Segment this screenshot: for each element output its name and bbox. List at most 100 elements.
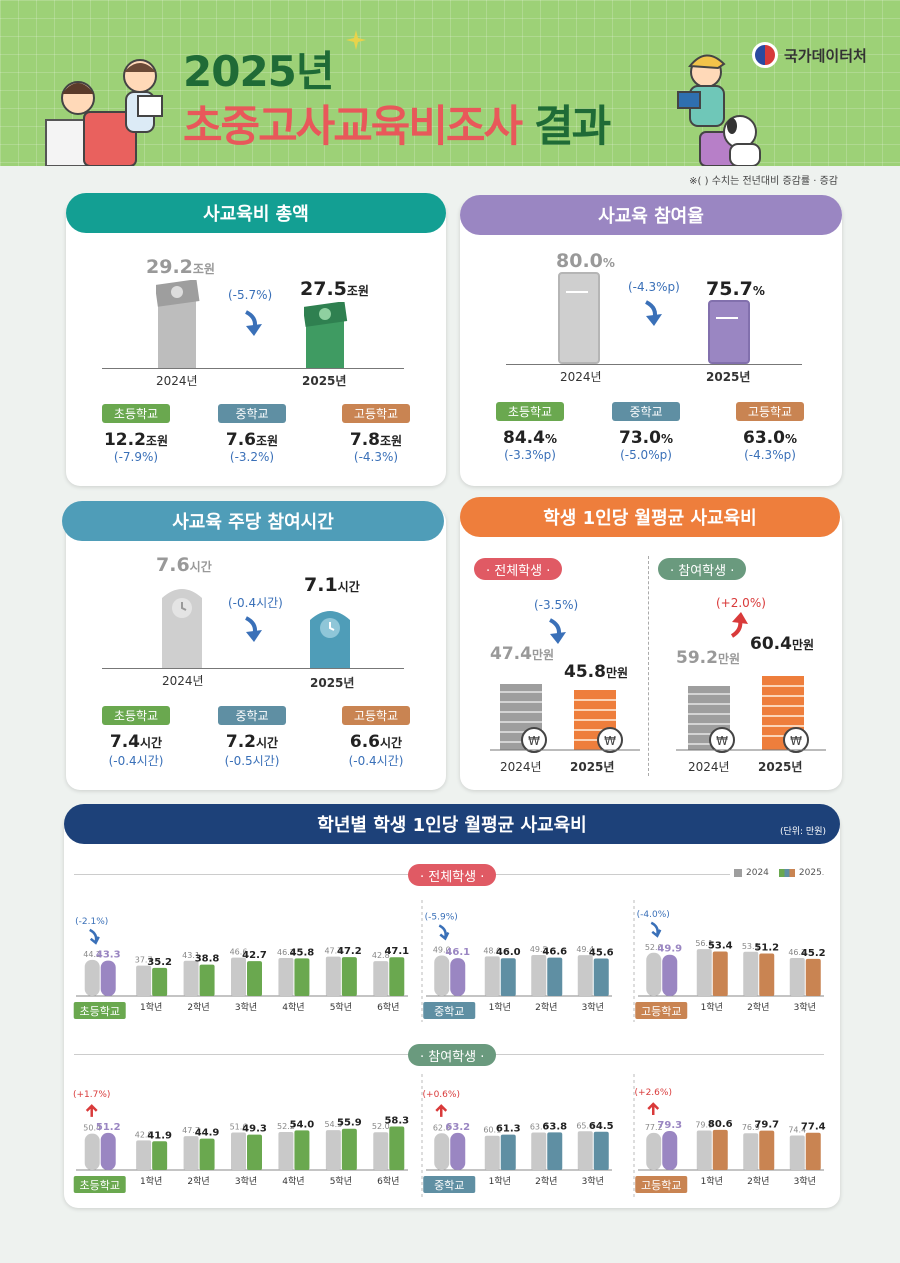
bar-label-5-3-2024: 74.4 <box>788 1125 806 1134</box>
hours-2024-number: 7.6 <box>156 554 190 576</box>
bar-label-1-3-2025: 45.6 <box>589 948 614 959</box>
total-x-2024: 2024년 <box>156 374 198 388</box>
bar-3-6-2025 <box>389 1126 405 1170</box>
bar-label-0-2-2025: 38.8 <box>195 954 220 965</box>
legend-2024-text: 2024 <box>746 868 769 878</box>
grade-unit-note: (단위: 만원) <box>779 827 826 837</box>
title-main-text: 초중고사교육비조사 <box>183 102 523 152</box>
bar-label-1-2-2024: 49.5 <box>530 945 548 954</box>
school-badge-4 <box>423 1176 476 1193</box>
bar-5-3-2024 <box>789 1135 805 1170</box>
bar-label-5-1-2024: 79.9 <box>695 1120 713 1129</box>
monthly-part-2025-unit: 만원 <box>791 638 815 652</box>
monthly-all-2025-unit: 만원 <box>605 666 629 680</box>
total-school-label-2: 고등학교 <box>342 404 410 423</box>
bar-label-1-3-2024: 49.4 <box>576 945 594 954</box>
bar-0-6-2025 <box>389 957 405 996</box>
total-school-unit-1: 조원 <box>256 434 279 448</box>
bar-2-1-2025 <box>712 951 728 996</box>
bar-3-1-2024 <box>136 1140 152 1170</box>
bar-1-0-2024 <box>434 955 450 996</box>
grade-label-4-2: 2학년 <box>535 1176 557 1187</box>
hours-school-label-1: 중학교 <box>218 706 286 725</box>
monthly-all-x-2025: 2025년 <box>570 760 615 774</box>
bar-label-4-3-2024: 65.0 <box>576 1121 594 1130</box>
bar-3-5-2024 <box>325 1130 341 1170</box>
school-badge-text-1: 중학교 <box>434 1005 464 1018</box>
hours-2024-value: 7.6시간 <box>156 554 212 576</box>
rate-school-number-2: 63.0 <box>743 428 785 448</box>
hours-x-2024: 2024년 <box>162 674 204 688</box>
grade-label-1-3: 3학년 <box>582 1002 604 1013</box>
monthly-part-x-2024: 2024년 <box>688 760 730 774</box>
bar-label-0-4-2025: 45.8 <box>290 947 315 958</box>
monthly-part-2024: 59.2만원 <box>676 648 740 668</box>
card-grade: 학년별 학생 1인당 월평균 사교육비 (단위: 만원) · 전체학생 · 20… <box>64 804 840 1208</box>
up-arrow-icon <box>730 612 748 638</box>
total-x-2025: 2025년 <box>302 374 347 388</box>
bar-2-1-2024 <box>696 949 712 996</box>
hours-2024-unit: 시간 <box>189 560 212 574</box>
coin-stacks-all: ₩ ₩ <box>490 684 640 753</box>
hours-school-value-2: 6.6시간 <box>316 732 436 752</box>
hours-school-unit-0: 시간 <box>140 736 163 750</box>
bar-3-3-2025 <box>247 1134 262 1170</box>
school-change-3: (+1.7%) <box>73 1090 110 1100</box>
bar-1-2-2024 <box>531 955 547 996</box>
hours-school-change-1: (-0.5시간) <box>224 754 280 768</box>
grade-label-1-2: 2학년 <box>535 1002 557 1013</box>
svg-text:₩: ₩ <box>716 734 728 748</box>
bar-3-2-2025 <box>199 1138 215 1170</box>
bar-2-3-2024 <box>789 958 805 996</box>
bar-5-2-2025 <box>759 1130 775 1170</box>
legend-2025-text: 2025 <box>798 868 822 878</box>
grade-legend: 2024 2025 <box>730 868 822 878</box>
bar-label-0-6-2025: 47.1 <box>384 946 409 957</box>
hours-2025-unit: 시간 <box>337 580 360 594</box>
bar-label-3-3-2024: 51.6 <box>230 1123 248 1132</box>
school-change-2: (-4.0%) <box>637 910 670 920</box>
header-banner: 2025년 초중고사교육비조사 결과 국가데이터처 <box>0 0 900 166</box>
kid-dog-illustration-right <box>677 54 761 166</box>
note-text: ※( ) 수치는 전년대비 증감률 · 증감 <box>689 176 838 187</box>
grade-label-0-4: 4학년 <box>282 1002 304 1013</box>
card-total: 사교육비 총액 29.2조원 27.5조원 (-5.7%) 2024년 2025… <box>66 193 446 486</box>
bar-3-3-2024 <box>231 1132 246 1170</box>
monthly-divider <box>648 556 649 776</box>
grade-label-3-4: 4학년 <box>282 1176 304 1187</box>
svg-text:₩: ₩ <box>528 734 540 748</box>
bar-3-6-2024 <box>373 1132 389 1170</box>
bar-1-1-2025 <box>500 958 516 996</box>
total-school-number-0: 12.2 <box>103 430 146 450</box>
rate-baseline <box>506 364 802 365</box>
total-school-number-1: 7.6 <box>225 430 257 450</box>
monthly-part-2024-unit: 만원 <box>717 652 741 666</box>
grade-label-0-1: 1학년 <box>140 1002 162 1013</box>
grade-label-3-5: 5학년 <box>330 1176 352 1187</box>
bar-2-2-2025 <box>759 953 775 996</box>
bar-3-0-2024 <box>84 1133 100 1170</box>
bar-label-3-5-2024: 54.3 <box>324 1120 342 1129</box>
rate-school-unit-1: % <box>660 432 673 446</box>
hours-2025-value: 7.1시간 <box>304 574 360 596</box>
change-arrow-2-icon <box>650 921 662 938</box>
bar-5-1-2025 <box>712 1129 728 1170</box>
school-badge-2 <box>635 1002 688 1019</box>
section-all-label: · 전체학생 · <box>408 864 497 886</box>
bar-4-3-2024 <box>577 1131 593 1170</box>
total-2025-unit: 조원 <box>346 284 369 298</box>
bar-5-1-2024 <box>696 1130 712 1170</box>
grade-label-3-6: 6학년 <box>377 1176 399 1187</box>
rate-school-number-1: 73.0 <box>619 428 661 448</box>
card-monthly-title: 학생 1인당 월평균 사교육비 <box>460 497 840 537</box>
notebook-2025-icon <box>708 300 750 364</box>
total-school-unit-0: 조원 <box>145 434 169 448</box>
bar-label-1-2-2025: 46.6 <box>542 947 567 958</box>
monthly-part-change: (+2.0%) <box>716 596 766 610</box>
bar-0-5-2024 <box>325 956 341 996</box>
bar-label-1-0-2025: 46.1 <box>445 947 470 958</box>
svg-text:₩: ₩ <box>790 734 802 748</box>
bar-label-0-0-2025: 43.3 <box>96 950 121 961</box>
bar-4-3-2025 <box>593 1131 609 1170</box>
agency-name: 국가데이터처 <box>784 46 867 65</box>
